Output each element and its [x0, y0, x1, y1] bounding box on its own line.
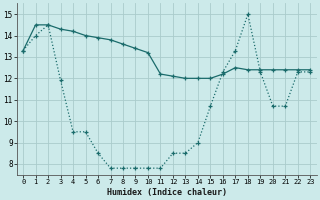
X-axis label: Humidex (Indice chaleur): Humidex (Indice chaleur) — [107, 188, 227, 197]
